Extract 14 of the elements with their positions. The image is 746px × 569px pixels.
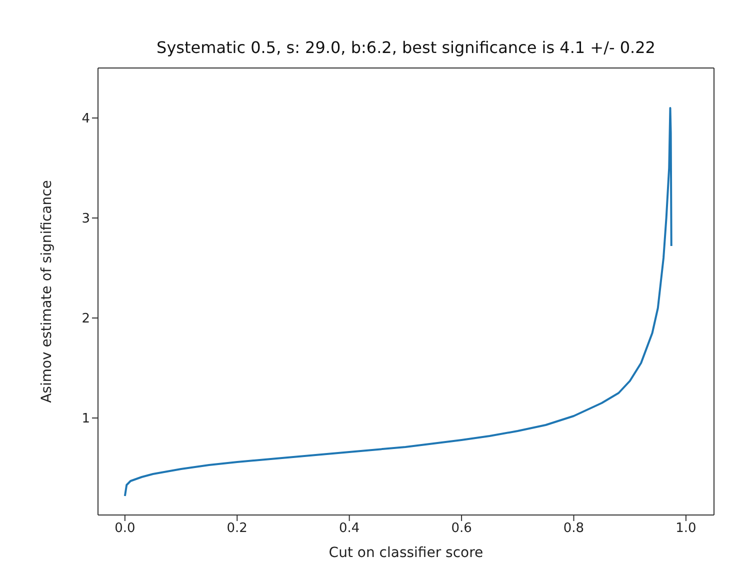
y-tick-label: 3 [82,212,90,227]
x-axis-title: Cut on classifier score [328,545,484,561]
y-tick-label: 1 [82,412,90,427]
x-tick-label: 0.6 [451,521,472,536]
x-tick-label: 0.8 [563,521,584,536]
x-tick-label: 1.0 [676,521,696,536]
chart-title: Systematic 0.5, s: 29.0, b:6.2, best significance is 4.1 +/- 0.22 [156,38,656,57]
y-tick-label: 2 [82,312,90,327]
x-tick-label: 0.2 [226,521,248,536]
y-axis-title: Asimov estimate of significance [38,180,55,403]
y-tick-label: 4 [82,112,90,127]
x-tick-label: 0.4 [338,521,360,536]
line-series [124,107,672,497]
x-tick-label: 0.0 [114,521,136,536]
